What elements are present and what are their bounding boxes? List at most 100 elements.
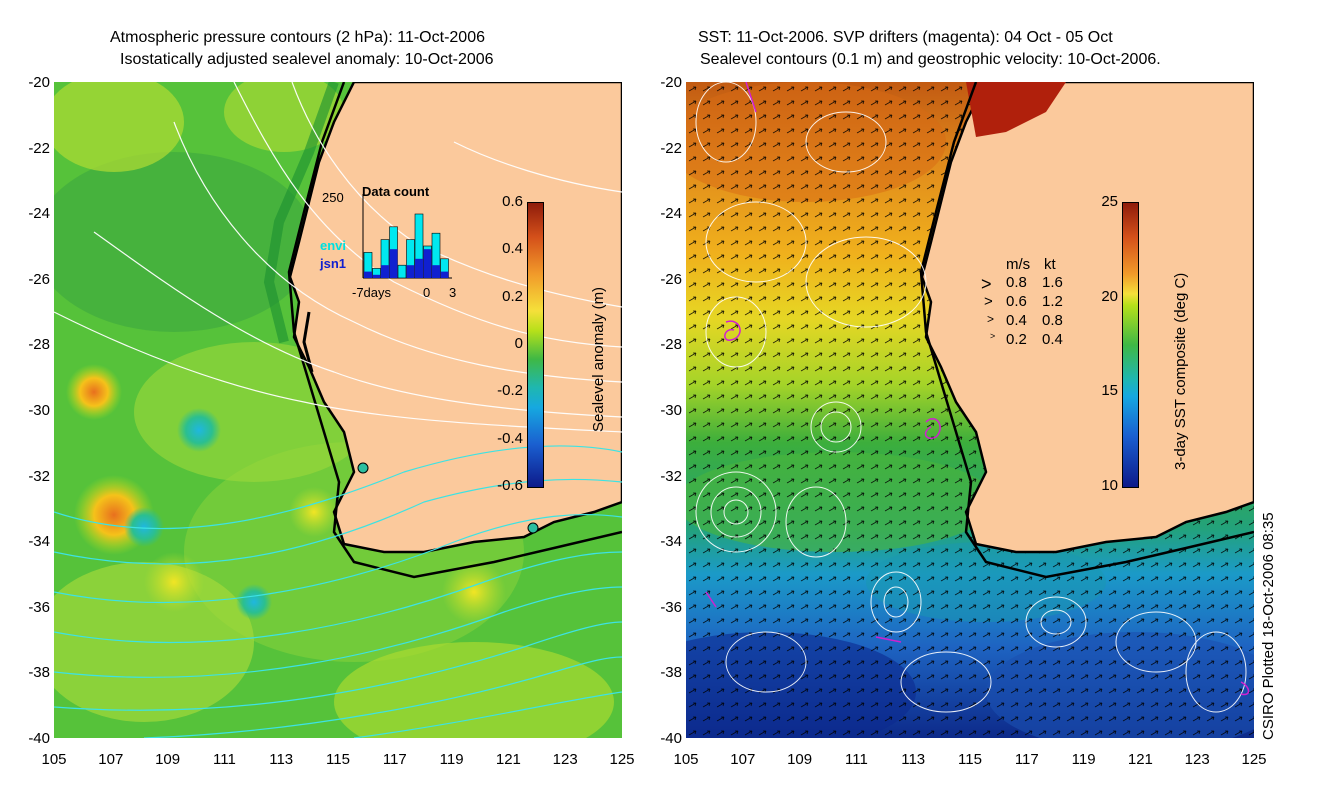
colorbar-tick-label: 0.6 [502, 193, 523, 210]
velocity-legend-kt: 0.8 [1042, 312, 1063, 329]
velocity-legend-ms: 0.6 [1006, 293, 1027, 310]
y-axis-tick-label: -34 [28, 533, 50, 551]
x-axis-tick-label: 107 [98, 751, 124, 768]
sealevel-colorbar [527, 202, 544, 488]
x-axis-tick-label: 115 [326, 751, 350, 768]
sealevel-colorbar-label: Sealevel anomaly (m) [590, 286, 607, 432]
colorbar-tick-label: -0.4 [497, 429, 523, 447]
data-count-xlabel-end: 3 [449, 285, 457, 300]
velocity-arrow-icon: > [981, 274, 992, 294]
y-axis-tick-label: -40 [28, 730, 50, 747]
x-axis-tick-label: 119 [439, 751, 464, 768]
histogram-bar-jsn1 [381, 265, 389, 278]
velocity-legend-ms: 0.4 [1006, 312, 1027, 329]
x-axis-tick-label: 109 [787, 751, 813, 768]
colorbar-tick-label: -0.6 [497, 477, 523, 494]
y-axis-tick-label: -22 [660, 139, 682, 157]
colorbar-tick-label: -0.2 [497, 382, 523, 400]
data-count-title: Data count [362, 184, 430, 199]
x-axis-tick-label: 107 [730, 751, 756, 768]
colorbar-tick-label: 0.4 [502, 240, 523, 258]
x-axis-tick-label: 123 [552, 751, 578, 768]
tide-gauge-marker [527, 522, 539, 534]
velocity-arrow-icon: > [990, 331, 996, 341]
x-axis-tick-label: 121 [495, 751, 521, 768]
y-axis-tick-label: -40 [660, 730, 682, 747]
tide-gauge-marker [357, 462, 369, 474]
histogram-bar-envi [397, 264, 407, 279]
y-axis-tick-label: -36 [28, 598, 50, 616]
histogram-bar-jsn1 [423, 249, 432, 278]
colorbar-tick-label: 0.2 [502, 287, 523, 305]
data-count-xlabel-start: -7days [352, 285, 392, 300]
legend-envi: envi [320, 238, 347, 253]
histogram-bar-jsn1 [389, 249, 398, 278]
y-axis-tick-label: -38 [660, 664, 682, 682]
x-axis-tick-label: 109 [155, 751, 181, 768]
histogram-bar-jsn1 [432, 265, 440, 278]
y-axis-tick-label: -24 [660, 205, 682, 223]
y-axis-tick-label: -24 [28, 205, 50, 223]
y-axis-tick-label: -32 [660, 467, 682, 485]
colorbar-tick-label: 25 [1101, 193, 1118, 210]
y-axis-tick-label: -38 [28, 664, 50, 682]
x-axis-tick-label: 111 [844, 751, 868, 768]
data-count-histogram [362, 194, 452, 279]
x-axis-tick-label: 115 [958, 751, 982, 768]
y-axis-tick-label: -34 [660, 533, 682, 551]
y-axis-tick-label: -30 [660, 402, 682, 419]
x-axis-tick-label: 105 [41, 751, 67, 768]
x-axis-tick-label: 125 [609, 751, 635, 768]
x-axis-tick-label: 125 [1241, 751, 1267, 768]
y-axis-tick-label: -22 [28, 139, 50, 157]
velocity-legend-ms: 0.8 [1006, 274, 1027, 291]
histogram-bar-jsn1 [372, 274, 381, 278]
right-map-panel [686, 82, 1254, 738]
sst-colorbar-label: 3-day SST composite (deg C) [1172, 272, 1189, 470]
data-count-max: 250 [322, 190, 344, 205]
histogram-bar-jsn1 [440, 271, 449, 278]
x-axis-tick-label: 105 [673, 751, 699, 768]
y-axis-tick-label: -32 [28, 467, 50, 485]
left-map-title-line1: Atmospheric pressure contours (2 hPa): 1… [110, 29, 485, 46]
velocity-legend-kt: 0.4 [1042, 331, 1063, 348]
velocity-legend-header-kt: kt [1044, 256, 1056, 273]
y-axis-tick-label: -20 [28, 74, 50, 91]
x-axis-tick-label: 117 [382, 751, 407, 768]
velocity-legend-kt: 1.2 [1042, 293, 1063, 310]
velocity-legend-header-ms: m/s [1006, 256, 1031, 273]
velocity-legend-ms: 0.2 [1006, 331, 1027, 348]
y-axis-tick-label: -28 [660, 336, 682, 354]
velocity-arrow-icon: > [987, 312, 995, 326]
histogram-bar-jsn1 [415, 258, 423, 278]
credit-label: CSIRO Plotted 18-Oct-2006 08:35 [1260, 512, 1277, 740]
right-map-title-line1: SST: 11-Oct-2006. SVP drifters (magenta)… [698, 29, 1113, 46]
legend-jsn1: jsn1 [320, 256, 347, 271]
right-land-mass [920, 82, 1254, 554]
colorbar-tick-label: 0 [514, 335, 523, 352]
sst-colorbar [1122, 202, 1139, 488]
y-axis-tick-label: -28 [28, 336, 50, 354]
y-axis-tick-label: -30 [28, 402, 50, 419]
x-axis-tick-label: 117 [1014, 751, 1039, 768]
left-map-title-line2: Isostatically adjusted sealevel anomaly:… [120, 51, 494, 68]
x-axis-tick-label: 123 [1184, 751, 1210, 768]
cool-anomaly-blob [177, 408, 221, 452]
x-axis-tick-label: 119 [1071, 751, 1096, 768]
x-axis-tick-label: 113 [901, 751, 926, 768]
y-axis-tick-label: -26 [660, 270, 682, 288]
histogram-bar-jsn1 [364, 271, 372, 278]
y-axis-tick-label: -20 [660, 74, 682, 91]
histogram-bar-jsn1 [406, 265, 415, 278]
y-axis-tick-label: -36 [660, 598, 682, 616]
y-axis-tick-label: -26 [28, 270, 50, 288]
colorbar-tick-label: 10 [1101, 477, 1118, 494]
colorbar-tick-label: 20 [1101, 287, 1118, 305]
data-count-xlabel-zero: 0 [423, 285, 431, 300]
x-axis-tick-label: 121 [1127, 751, 1153, 768]
x-axis-tick-label: 113 [269, 751, 294, 768]
velocity-arrow-icon: > [984, 293, 993, 310]
colorbar-tick-label: 15 [1101, 382, 1118, 400]
x-axis-tick-label: 111 [212, 751, 236, 768]
right-map-title-line2: Sealevel contours (0.1 m) and geostrophi… [700, 51, 1161, 68]
